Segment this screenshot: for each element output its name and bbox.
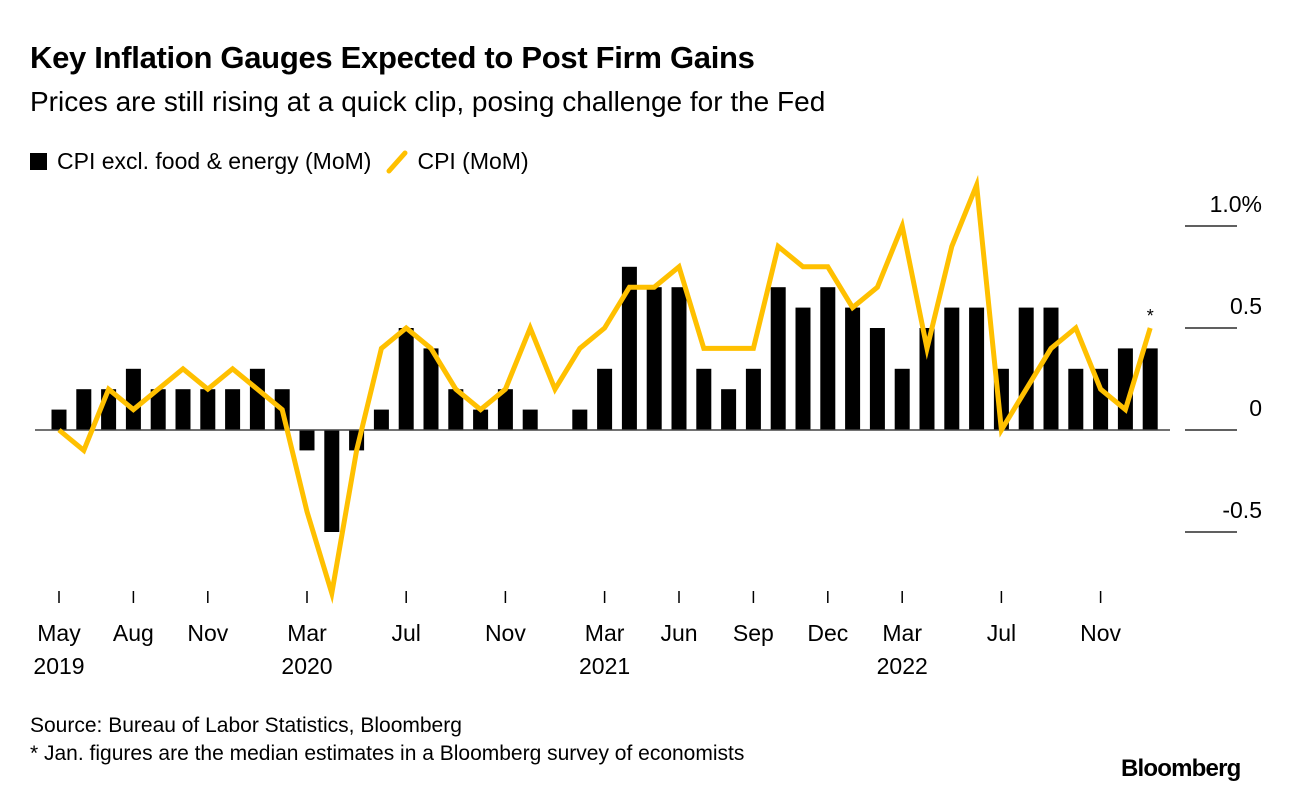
bar-2020-06	[373, 409, 389, 430]
x-year-label: 2022	[877, 653, 928, 679]
bar-2019-12	[225, 389, 241, 430]
bar-2020-11	[497, 389, 513, 430]
x-tick-label: Nov	[187, 620, 228, 646]
bar-2021-03	[597, 368, 613, 430]
bar-2019-10	[175, 389, 191, 430]
x-tick-label: May	[37, 620, 81, 646]
bar-2022-02	[869, 328, 885, 430]
bar-2022-01	[845, 307, 861, 430]
bar-2019-11	[200, 389, 216, 430]
bar-2023-01	[1142, 348, 1158, 430]
bar-2021-07	[696, 368, 712, 430]
x-tick-label: Nov	[485, 620, 526, 646]
bar-2020-08	[423, 348, 439, 430]
bar-2021-09	[745, 368, 761, 430]
bar-2021-02	[572, 409, 588, 430]
bar-2021-08	[721, 389, 737, 430]
bar-2021-06	[671, 287, 687, 430]
bar-2022-03	[894, 368, 910, 430]
x-year-label: 2021	[579, 653, 630, 679]
bar-2022-10	[1068, 368, 1084, 430]
x-year-label: 2020	[281, 653, 332, 679]
bar-2021-12	[820, 287, 836, 430]
bar-2020-07	[398, 328, 414, 430]
bar-2022-06	[969, 307, 985, 430]
legend-core-swatch	[30, 153, 47, 170]
x-tick-label: Jul	[391, 620, 420, 646]
bar-2020-01	[249, 368, 265, 430]
bar-2020-10	[473, 409, 489, 430]
chart-subtitle: Prices are still rising at a quick clip,…	[30, 86, 826, 117]
x-tick-label: Aug	[113, 620, 154, 646]
legend-cpi-swatch	[386, 150, 408, 173]
estimate-asterisk: *	[1147, 306, 1154, 326]
legend-core-label: CPI excl. food & energy (MoM)	[57, 148, 372, 174]
bar-2021-11	[795, 307, 811, 430]
y-tick-label: 1.0%	[1210, 191, 1262, 217]
x-tick-label: Mar	[585, 620, 625, 646]
bar-2020-04	[324, 430, 340, 532]
source-text: Source: Bureau of Labor Statistics, Bloo…	[30, 714, 462, 737]
bar-2019-06	[76, 389, 92, 430]
bar-2019-05	[51, 409, 67, 430]
bar-2019-08	[125, 368, 141, 430]
legend: CPI excl. food & energy (MoM) CPI (MoM)	[30, 148, 529, 175]
bar-2020-12	[522, 409, 538, 430]
bar-2021-04	[621, 266, 637, 430]
x-tick-label: Jul	[987, 620, 1016, 646]
x-tick-label: Jun	[660, 620, 697, 646]
footnote-text: * Jan. figures are the median estimates …	[30, 742, 745, 765]
bar-2021-05	[646, 287, 662, 430]
x-tick-label: Sep	[733, 620, 774, 646]
y-tick-label: 0.5	[1230, 293, 1262, 319]
x-tick-label: Mar	[882, 620, 922, 646]
chart-title: Key Inflation Gauges Expected to Post Fi…	[30, 40, 755, 75]
bar-2020-03	[299, 430, 315, 451]
bar-2019-09	[150, 389, 166, 430]
x-year-label: 2019	[33, 653, 84, 679]
bar-2020-09	[448, 389, 464, 430]
source-notes: Source: Bureau of Labor Statistics, Bloo…	[30, 712, 744, 768]
bar-2022-09	[1043, 307, 1059, 430]
bloomberg-logo: Bloomberg	[1121, 755, 1241, 782]
bar-2022-08	[1018, 307, 1034, 430]
bar-2022-04	[919, 328, 935, 430]
bar-2022-05	[944, 307, 960, 430]
legend-cpi-label: CPI (MoM)	[417, 148, 529, 174]
x-tick-label: Mar	[287, 620, 327, 646]
y-tick-label: -0.5	[1222, 497, 1262, 523]
x-tick-label: Dec	[807, 620, 848, 646]
bar-2021-10	[770, 287, 786, 430]
y-tick-label: 0	[1249, 395, 1262, 421]
x-tick-label: Nov	[1080, 620, 1121, 646]
